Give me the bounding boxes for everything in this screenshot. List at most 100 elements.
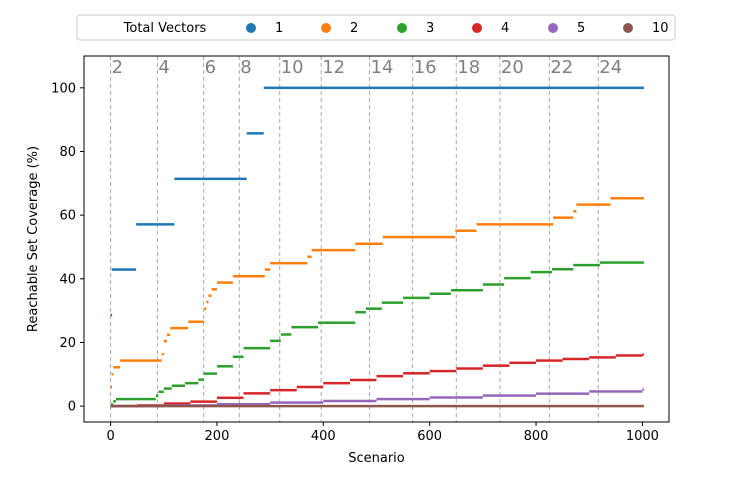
series-2-point-16 (270, 261, 308, 265)
series-3-point-23 (450, 288, 483, 292)
vline-label-8: 18 (457, 57, 480, 78)
series-10-point-1 (642, 404, 644, 408)
series-3-point-16 (291, 325, 318, 329)
y-axis: 0 20 40 60 80 100 (51, 81, 84, 415)
x-tick-label-5: 1000 (626, 429, 659, 444)
series-4-point-19 (615, 354, 643, 357)
y-axis-label: Reachable Set Coverage (%) (26, 146, 41, 332)
series-3-point-13 (243, 346, 271, 350)
series-5-point-2 (216, 402, 271, 406)
series-1-point-3 (174, 177, 247, 181)
series-2-point-9 (204, 307, 207, 310)
vline-label-10: 22 (550, 57, 573, 78)
y-tick-label-0: 0 (68, 400, 76, 415)
series-2-point-5 (163, 339, 167, 343)
series-1-point-0 (110, 313, 113, 317)
series-10 (110, 404, 644, 408)
legend-label-4: 4 (501, 21, 509, 36)
series-3-point-27 (552, 267, 574, 271)
series-2-point-18 (311, 248, 356, 252)
series-3 (110, 261, 644, 406)
vline-label-9: 20 (501, 57, 524, 78)
series-3-point-17 (318, 321, 356, 324)
series-3-point-7 (171, 384, 186, 387)
series-2-point-11 (208, 294, 212, 297)
series-2-point-20 (382, 235, 456, 239)
legend-marker-4 (472, 23, 482, 33)
series-3-point-5 (158, 390, 164, 394)
series-5-point-6 (429, 396, 483, 399)
series-10-point-0 (110, 404, 643, 408)
series-3-point-28 (573, 263, 600, 267)
legend-marker-5 (548, 23, 558, 33)
legend-marker-2 (321, 23, 331, 33)
series-4-point-15 (509, 361, 537, 365)
series-5-point-9 (589, 390, 643, 393)
series-2-point-19 (355, 242, 383, 246)
series-2-point-4 (161, 352, 164, 356)
series-2-point-27 (642, 197, 644, 200)
legend-label-2: 2 (350, 21, 358, 36)
series-3-point-1 (113, 400, 116, 403)
series-3-point-30 (642, 261, 644, 264)
vertical-line-labels: 2 4 6 8 10 12 14 16 18 20 22 24 (112, 57, 623, 78)
y-tick-label-1: 20 (59, 336, 76, 351)
series-3-point-25 (504, 276, 531, 280)
legend-marker-10 (623, 23, 633, 33)
series-2-point-7 (170, 326, 189, 330)
legend-label-3: 3 (426, 21, 434, 36)
series-4-point-4 (216, 396, 244, 400)
legend-frame (76, 14, 676, 41)
x-axis: 0 200 400 600 800 1000 (106, 422, 659, 444)
series-2-point-26 (610, 197, 643, 200)
x-tick-label-0: 0 (106, 429, 114, 444)
series-4-point-10 (376, 374, 404, 378)
vline-label-4: 10 (281, 57, 304, 78)
series-3-point-21 (403, 296, 430, 300)
series-5-point-8 (536, 392, 590, 395)
series-4-point-9 (349, 378, 377, 382)
series-3-point-12 (232, 355, 244, 359)
y-tick-label-3: 60 (59, 209, 76, 224)
series-3-point-4 (155, 394, 159, 398)
series-5-point-5 (376, 397, 430, 401)
series-3-point-20 (381, 301, 404, 304)
y-tick-label-2: 40 (59, 272, 76, 287)
series-1-point-2 (136, 223, 175, 226)
series-2-point-23 (553, 216, 574, 219)
series-2-point-12 (211, 288, 217, 291)
series-4-point-17 (562, 357, 590, 361)
x-axis-label: Scenario (348, 451, 405, 466)
series-4-point-18 (589, 356, 616, 359)
vline-label-2: 6 (205, 57, 216, 78)
series-3-point-0 (110, 403, 114, 406)
series-4-point-13 (456, 367, 483, 370)
series-2-point-25 (576, 203, 611, 206)
legend-label-10: 10 (652, 21, 669, 36)
series-2-point-8 (188, 320, 205, 323)
series-2-point-1 (111, 373, 114, 376)
series-4-point-14 (482, 364, 510, 367)
series-4-point-8 (323, 381, 350, 385)
series-1 (110, 86, 644, 317)
vline-label-0: 2 (112, 57, 123, 78)
y-tick-label-4: 80 (59, 145, 76, 160)
legend-marker-3 (397, 23, 407, 33)
series-2-point-3 (120, 359, 162, 362)
vline-label-1: 4 (158, 57, 169, 78)
series-4-point-16 (536, 359, 563, 362)
series-4-point-3 (190, 400, 217, 403)
series-3-point-29 (599, 261, 643, 264)
series-4-point-20 (642, 353, 644, 356)
series-3-point-14 (270, 339, 281, 343)
legend-title: Total Vectors (123, 21, 207, 36)
series-2-point-10 (206, 300, 209, 304)
series-3-point-18 (355, 310, 366, 314)
series-2-point-15 (264, 268, 271, 271)
series-2-point-14 (232, 274, 265, 278)
series-1-point-6 (642, 86, 644, 90)
series-layer (110, 86, 644, 408)
series-4-point-12 (429, 369, 457, 373)
series-3-point-8 (185, 381, 199, 385)
